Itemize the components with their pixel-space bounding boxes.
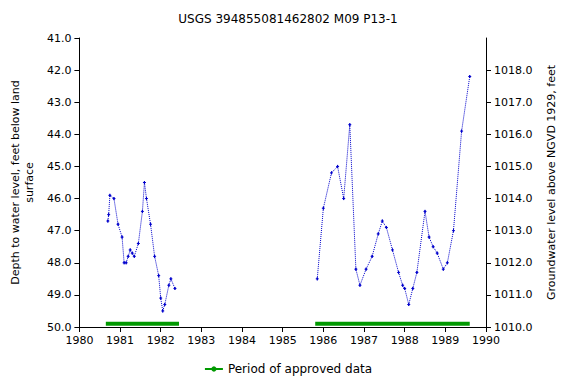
svg-text:USGS 394855081462802 M09 P13-1: USGS 394855081462802 M09 P13-1: [178, 12, 397, 26]
svg-text:1980: 1980: [65, 334, 93, 347]
svg-text:1012.0: 1012.0: [494, 256, 533, 269]
svg-text:44.0: 44.0: [47, 128, 72, 141]
svg-text:Period of approved data: Period of approved data: [228, 362, 372, 376]
svg-text:47.0: 47.0: [47, 224, 72, 237]
svg-text:1018.0: 1018.0: [494, 64, 533, 77]
svg-text:50.0: 50.0: [47, 321, 72, 334]
svg-text:1990: 1990: [472, 334, 500, 347]
svg-text:1984: 1984: [228, 334, 256, 347]
svg-text:1986: 1986: [309, 334, 337, 347]
svg-text:1985: 1985: [269, 334, 297, 347]
svg-text:1015.0: 1015.0: [494, 160, 533, 173]
svg-text:41.0: 41.0: [47, 32, 72, 45]
svg-text:1983: 1983: [187, 334, 215, 347]
svg-text:1013.0: 1013.0: [494, 224, 533, 237]
svg-text:1011.0: 1011.0: [494, 288, 533, 301]
svg-text:1016.0: 1016.0: [494, 128, 533, 141]
svg-text:46.0: 46.0: [47, 192, 72, 205]
svg-text:45.0: 45.0: [47, 160, 72, 173]
svg-text:48.0: 48.0: [47, 256, 72, 269]
svg-text:1981: 1981: [106, 334, 134, 347]
svg-text:surface: surface: [23, 162, 36, 203]
svg-text:Depth to water level, feet bel: Depth to water level, feet below land: [9, 80, 22, 285]
svg-text:1988: 1988: [391, 334, 419, 347]
svg-text:1989: 1989: [431, 334, 459, 347]
svg-text:1982: 1982: [147, 334, 175, 347]
svg-text:1017.0: 1017.0: [494, 96, 533, 109]
svg-text:49.0: 49.0: [47, 288, 72, 301]
svg-text:43.0: 43.0: [47, 96, 72, 109]
svg-text:1987: 1987: [350, 334, 378, 347]
svg-text:1010.0: 1010.0: [494, 321, 533, 334]
svg-text:42.0: 42.0: [47, 64, 72, 77]
svg-text:Groundwater level above NGVD 1: Groundwater level above NGVD 1929, feet: [545, 64, 558, 300]
svg-text:1014.0: 1014.0: [494, 192, 533, 205]
